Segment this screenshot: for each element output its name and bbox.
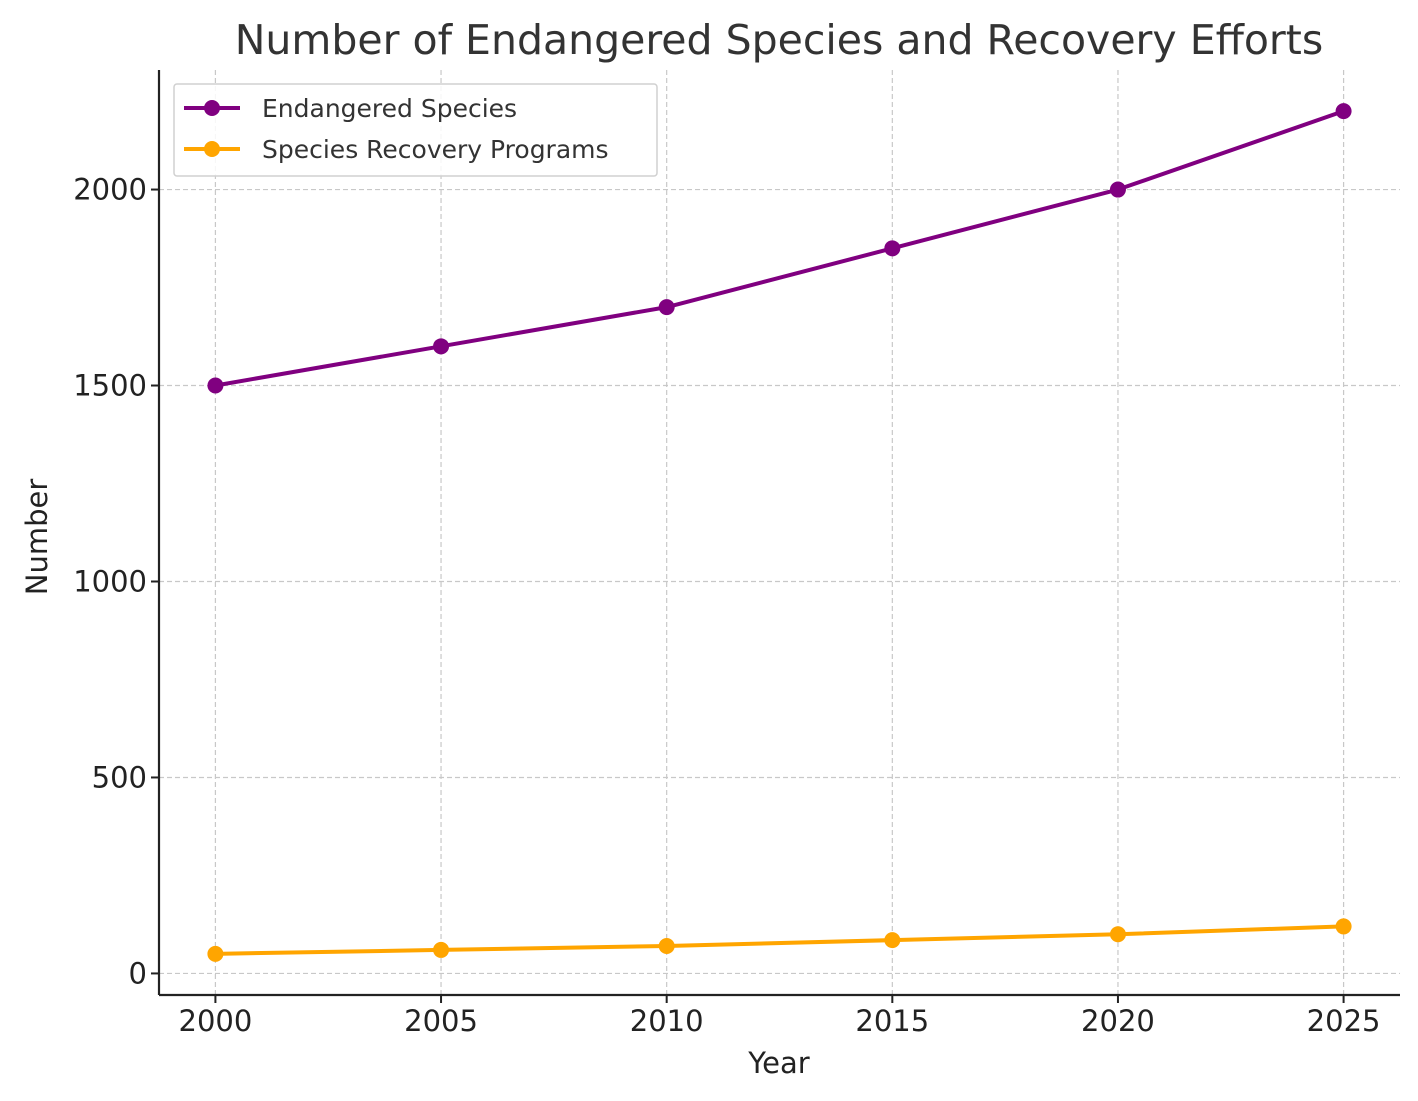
y-tick-label: 2000 <box>73 173 147 207</box>
legend-label-recovery-programs: Species Recovery Programs <box>262 135 609 164</box>
chart-title: Number of Endangered Species and Recover… <box>235 16 1323 64</box>
y-tick-label: 1000 <box>73 564 147 598</box>
legend-marker-recovery-programs <box>204 141 220 157</box>
y-tick-label: 0 <box>129 956 147 990</box>
x-axis-ticks: 2000 2005 2010 2015 2020 2025 <box>179 995 1381 1038</box>
x-axis-label: Year <box>747 1046 809 1080</box>
data-point-species-recovery-programs <box>658 938 675 955</box>
series-layer <box>207 103 1352 962</box>
data-point-endangered-species <box>1109 181 1126 198</box>
data-point-species-recovery-programs <box>1109 926 1126 943</box>
data-point-endangered-species <box>207 377 224 394</box>
data-point-endangered-species <box>658 299 675 316</box>
data-point-species-recovery-programs <box>884 932 901 949</box>
data-point-species-recovery-programs <box>433 941 450 958</box>
series-line-endangered-species <box>213 109 1346 388</box>
grid <box>159 70 1400 995</box>
legend-label-endangered-species: Endangered Species <box>262 94 517 123</box>
x-tick-label: 2005 <box>404 1004 478 1038</box>
data-point-endangered-species <box>884 240 901 257</box>
data-point-species-recovery-programs <box>207 945 224 962</box>
y-tick-label: 1500 <box>73 369 147 403</box>
x-tick-label: 2010 <box>630 1004 704 1038</box>
data-point-endangered-species <box>433 338 450 355</box>
x-tick-label: 2020 <box>1081 1004 1155 1038</box>
legend: Endangered Species Species Recovery Prog… <box>173 83 658 177</box>
y-axis-label: Number <box>20 479 54 596</box>
series-line-species-recovery-programs <box>213 924 1346 956</box>
y-axis-ticks: 0 500 1000 1500 2000 <box>73 173 159 990</box>
legend-box <box>173 83 658 177</box>
data-point-endangered-species <box>1335 103 1352 120</box>
legend-marker-endangered-species <box>204 100 220 116</box>
data-point-species-recovery-programs <box>1335 918 1352 935</box>
y-tick-label: 500 <box>92 760 147 794</box>
x-tick-label: 2025 <box>1307 1004 1381 1038</box>
x-tick-label: 2000 <box>179 1004 253 1038</box>
x-tick-label: 2015 <box>855 1004 929 1038</box>
